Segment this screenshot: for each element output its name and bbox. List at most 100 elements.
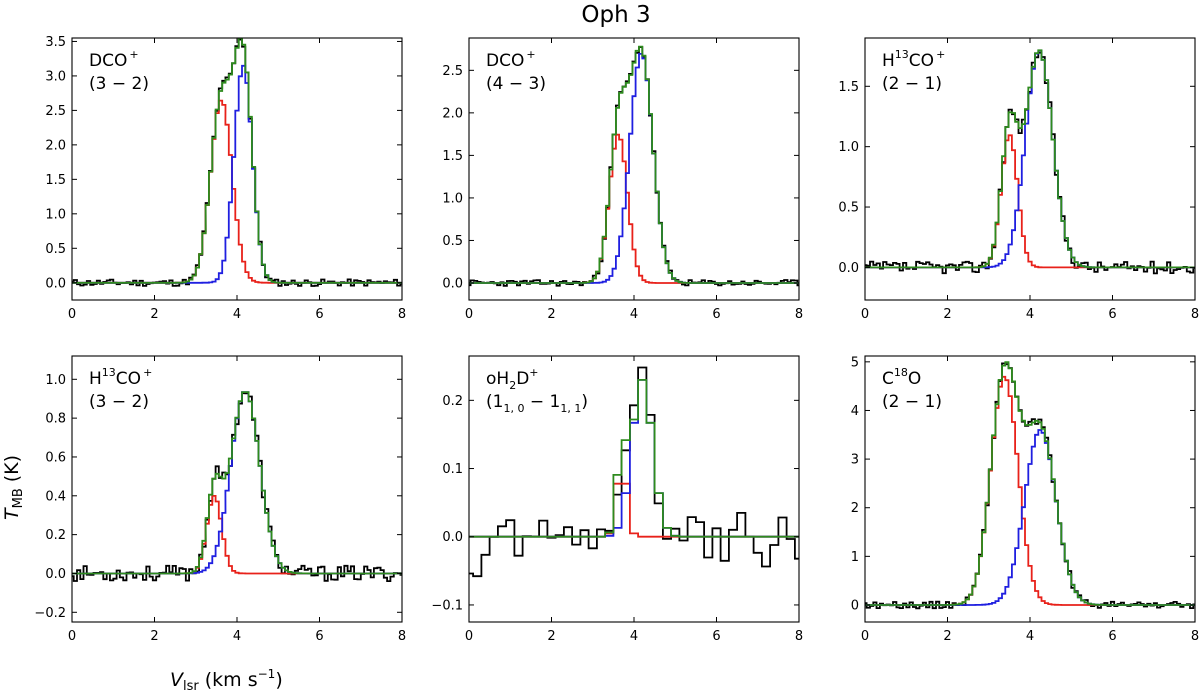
panel-species-label: DCO + (89, 48, 139, 71)
label-part: H (89, 369, 102, 389)
x-tick-label: 2 (547, 307, 555, 322)
label-part: − 1 (524, 392, 560, 412)
label-superscript: + (143, 366, 152, 379)
y-tick-label: 0.0 (838, 261, 859, 276)
x-tick-label: 8 (795, 629, 803, 644)
y-tick-label: 1.5 (838, 80, 859, 95)
label-superscript: + (526, 48, 535, 61)
series-total-fit (72, 391, 402, 575)
x-tick-label: 8 (398, 629, 406, 644)
series-total-fit (469, 379, 799, 538)
label-superscript: 13 (102, 366, 116, 379)
x-axis-close: ) (275, 669, 282, 691)
series-observed (72, 392, 402, 582)
series-total-fit (865, 49, 1195, 269)
y-tick-label: 0.6 (45, 450, 66, 465)
x-tick-label: 2 (150, 307, 158, 322)
x-tick-label: 6 (712, 307, 720, 322)
x-tick-label: 0 (68, 629, 76, 644)
x-tick-label: 0 (465, 307, 473, 322)
panel-series (72, 391, 402, 582)
label-superscript: 18 (894, 366, 908, 379)
y-tick-label: −0.1 (431, 598, 463, 613)
y-tick-label: 2.0 (45, 138, 66, 153)
y-tick-label: 0.4 (45, 489, 66, 504)
x-tick-label: 2 (943, 629, 951, 644)
y-tick-label: 0 (851, 598, 859, 613)
label-part: (1 (486, 392, 503, 412)
panel-transition-label: (11, 0 − 11, 1) (486, 392, 588, 415)
series-observed (469, 366, 799, 578)
y-tick-label: −0.2 (34, 606, 66, 621)
y-tick-label: 1.0 (45, 207, 66, 222)
y-tick-label: 0.0 (442, 530, 463, 545)
label-part: CO (909, 51, 934, 71)
series-component-red (72, 99, 402, 284)
y-tick-label: 1.0 (838, 140, 859, 155)
series-component-red (469, 482, 799, 538)
y-tick-label: 1.0 (442, 191, 463, 206)
x-axis-exponent: −1 (258, 667, 276, 681)
x-tick-label: 2 (150, 629, 158, 644)
y-tick-label: 0.0 (45, 567, 66, 582)
y-tick-label: 1 (851, 550, 859, 565)
x-tick-label: 4 (1026, 629, 1034, 644)
series-total-fit (865, 361, 1195, 606)
x-tick-label: 0 (861, 307, 869, 322)
panel-series (469, 45, 799, 287)
y-axis-unit: (K) (1, 455, 23, 482)
x-tick-label: 0 (465, 629, 473, 644)
y-tick-label: 1.5 (45, 173, 66, 188)
label-subscript: 2 (509, 379, 516, 392)
label-superscript: + (936, 48, 945, 61)
y-axis-symbol: T (1, 507, 23, 520)
panel-species-label: H13CO + (89, 366, 152, 389)
label-part: oH (486, 369, 509, 389)
x-tick-label: 8 (795, 307, 803, 322)
x-tick-label: 6 (315, 307, 323, 322)
series-total-fit (469, 45, 799, 284)
label-part: DCO (89, 51, 127, 71)
y-tick-label: 0.5 (838, 201, 859, 216)
panel-species-label: H13CO + (882, 48, 945, 71)
y-tick-label: 5 (851, 355, 859, 370)
label-part: O (908, 369, 921, 389)
label-part: DCO (486, 51, 524, 71)
y-tick-label: 1.0 (45, 373, 66, 388)
y-tick-label: 2.5 (442, 64, 463, 79)
x-axis-unit: (km s (205, 669, 258, 691)
y-tick-label: 2.5 (45, 104, 66, 119)
y-tick-label: 0.1 (442, 462, 463, 477)
label-subscript: 1, 0 (503, 402, 524, 415)
panel-species-label: oH2D+ (486, 366, 539, 392)
panel-transition-label: (4 − 3) (486, 74, 546, 94)
y-tick-label: 2.0 (442, 106, 463, 121)
panel-transition-label: (3 − 2) (89, 74, 149, 94)
x-tick-label: 8 (398, 307, 406, 322)
x-tick-label: 4 (1026, 307, 1034, 322)
x-tick-label: 4 (630, 307, 638, 322)
y-tick-label: 2 (851, 501, 859, 516)
label-part: C (882, 369, 894, 389)
series-component-blue (865, 429, 1195, 606)
y-tick-label: 3.0 (45, 69, 66, 84)
panel-dco-43: 0 2 4 6 8 0.0 0.5 1.0 1.5 2.0 2.5 DCO + (4 − 3) (442, 37, 803, 322)
x-axis-title: Vlsr (km s−1) (170, 667, 283, 692)
y-tick-label: 4 (851, 404, 859, 419)
panel-dco-32: 0 2 4 6 8 0.0 0.5 1.0 1.5 2.0 2.5 3.0 3.5 DCO + (3 − 2) (45, 35, 406, 322)
x-tick-label: 4 (630, 629, 638, 644)
x-tick-label: 4 (233, 629, 241, 644)
y-tick-label: 0.5 (442, 234, 463, 249)
y-tick-label: 3 (851, 453, 859, 468)
y-tick-label: 0.5 (45, 242, 66, 257)
x-tick-label: 0 (68, 307, 76, 322)
panel-frame (468, 355, 800, 623)
panel-species-label: DCO + (486, 48, 536, 71)
label-part: H (882, 51, 895, 71)
label-part: ) (581, 392, 588, 412)
panel-series (469, 366, 799, 578)
y-axis-subscript: MB (11, 488, 26, 508)
x-tick-label: 6 (712, 629, 720, 644)
label-superscript: + (529, 366, 538, 379)
